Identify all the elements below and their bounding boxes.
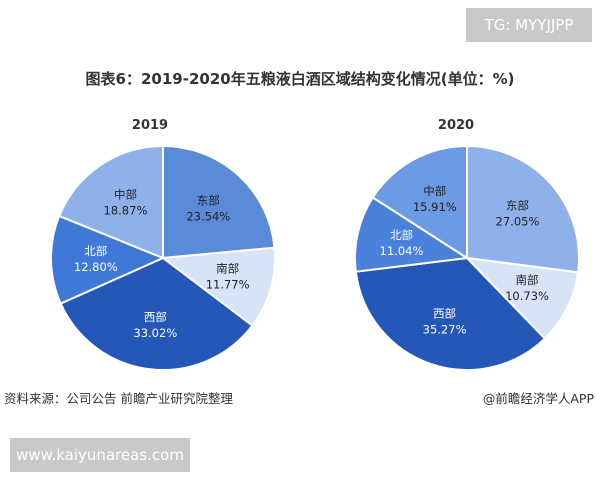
- slice-name-label: 北部: [84, 244, 107, 258]
- slice-name-label: 西部: [433, 306, 456, 320]
- slice-name-label: 东部: [506, 199, 529, 213]
- pie-slice: [354, 256, 547, 371]
- slice-value-label: 18.87%: [104, 203, 148, 217]
- slice-value-label: 15.91%: [413, 200, 457, 214]
- slice-name-label: 北部: [390, 228, 413, 242]
- pie-slice: [371, 144, 468, 260]
- pie-slice: [354, 196, 470, 273]
- pie-slice: [59, 256, 254, 371]
- chart-title: 图表6：2019-2020年五粮液白酒区域结构变化情况(单位：%): [85, 70, 515, 88]
- pie-2019: 东部 23.54% 南部 11.77% 西部 33.02% 北部 12.80% 中部 18.87%: [50, 144, 276, 371]
- slice-value-label: 11.04%: [380, 244, 424, 258]
- pie-slice: [464, 256, 580, 340]
- pie-slice: [162, 144, 276, 260]
- credit-note: @前瞻经济学人APP: [482, 391, 594, 406]
- slice-value-label: 33.02%: [133, 326, 177, 340]
- slice-value-label: 12.80%: [74, 260, 118, 274]
- slice-name-label: 南部: [516, 273, 539, 287]
- slice-value-label: 11.77%: [206, 277, 250, 291]
- pie-2019-label: 2019: [131, 118, 169, 133]
- watermark-top: TG: MYYJJPP: [466, 8, 592, 42]
- slice-value-label: 23.54%: [186, 209, 230, 223]
- slice-name-label: 东部: [197, 193, 220, 207]
- pie-slice: [50, 214, 166, 305]
- slice-name-label: 西部: [144, 310, 167, 324]
- slice-name-label: 南部: [216, 261, 239, 275]
- slice-value-label: 35.27%: [423, 322, 467, 336]
- slice-name-label: 中部: [423, 184, 446, 198]
- pie-2020: 东部 27.05% 南部 10.73% 西部 35.27% 北部 11.04% 中部 15.91%: [354, 144, 580, 371]
- watermark-bottom: www.kaiyunareas.com: [10, 438, 190, 472]
- pie-slice: [57, 144, 164, 260]
- source-note: 资料来源：公司公告 前瞻产业研究院整理: [4, 391, 233, 406]
- pie-2020-label: 2020: [437, 118, 475, 133]
- slice-value-label: 10.73%: [505, 289, 549, 303]
- slice-value-label: 27.05%: [496, 215, 540, 229]
- pie-slice: [466, 144, 580, 274]
- slice-name-label: 中部: [114, 187, 137, 201]
- pie-slice: [160, 246, 276, 327]
